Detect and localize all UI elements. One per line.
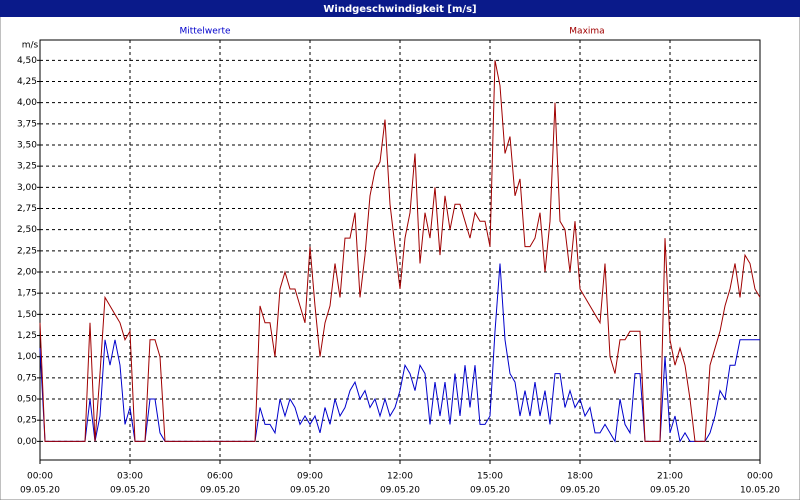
x-tick-date: 09.05.20 <box>20 486 60 496</box>
x-tick-label: 18:00 <box>567 472 593 482</box>
x-tick-label: 03:00 <box>117 472 143 482</box>
y-tick-label: 0,25 <box>17 416 37 426</box>
x-tick-date: 09.05.20 <box>650 486 690 496</box>
y-tick-label: 4,25 <box>17 77 37 87</box>
x-tick-label: 00:00 <box>27 472 53 482</box>
chart-title: Windgeschwindigkeit [m/s] <box>323 4 476 15</box>
y-tick-label: 1,50 <box>17 310 37 320</box>
x-tick-label: 21:00 <box>657 472 683 482</box>
x-tick-label: 12:00 <box>387 472 413 482</box>
y-tick-label: 4,50 <box>17 56 37 66</box>
series-line <box>39 60 761 442</box>
y-tick-label: 2,75 <box>17 204 37 214</box>
x-tick-date: 09.05.20 <box>560 486 600 496</box>
x-tick-label: 00:00 <box>747 472 773 482</box>
x-tick-date: 09.05.20 <box>110 486 150 496</box>
y-tick-label: 1,00 <box>17 352 37 362</box>
y-tick-label: 2,00 <box>17 268 37 278</box>
y-tick-label: 1,25 <box>17 331 37 341</box>
x-tick-date: 09.05.20 <box>380 486 420 496</box>
y-tick-label: 3,00 <box>17 183 37 193</box>
y-tick-label: 3,50 <box>17 141 37 151</box>
y-tick-label: 0,50 <box>17 395 37 405</box>
y-tick-label: 2,50 <box>17 225 37 235</box>
y-tick-label: 3,75 <box>17 119 37 129</box>
x-tick-label: 15:00 <box>477 472 503 482</box>
title-bar <box>0 0 800 17</box>
y-tick-label: 0,75 <box>17 373 37 383</box>
x-tick-date: 09.05.20 <box>470 486 510 496</box>
x-tick-label: 06:00 <box>207 472 233 482</box>
y-tick-label: 1,75 <box>17 289 37 299</box>
y-tick-label: 0,00 <box>17 437 37 447</box>
x-tick-date: 10.05.20 <box>740 486 780 496</box>
legend-entry: Mittelwerte <box>179 27 230 37</box>
series-line <box>39 263 760 443</box>
y-tick-label: 2,25 <box>17 246 37 256</box>
x-tick-date: 09.05.20 <box>290 486 330 496</box>
y-axis-label: m/s <box>22 41 39 51</box>
x-tick-date: 09.05.20 <box>200 486 240 496</box>
x-tick-label: 09:00 <box>297 472 323 482</box>
y-tick-label: 3,25 <box>17 162 37 172</box>
y-tick-label: 4,00 <box>17 98 37 108</box>
legend-entry: Maxima <box>569 27 604 37</box>
